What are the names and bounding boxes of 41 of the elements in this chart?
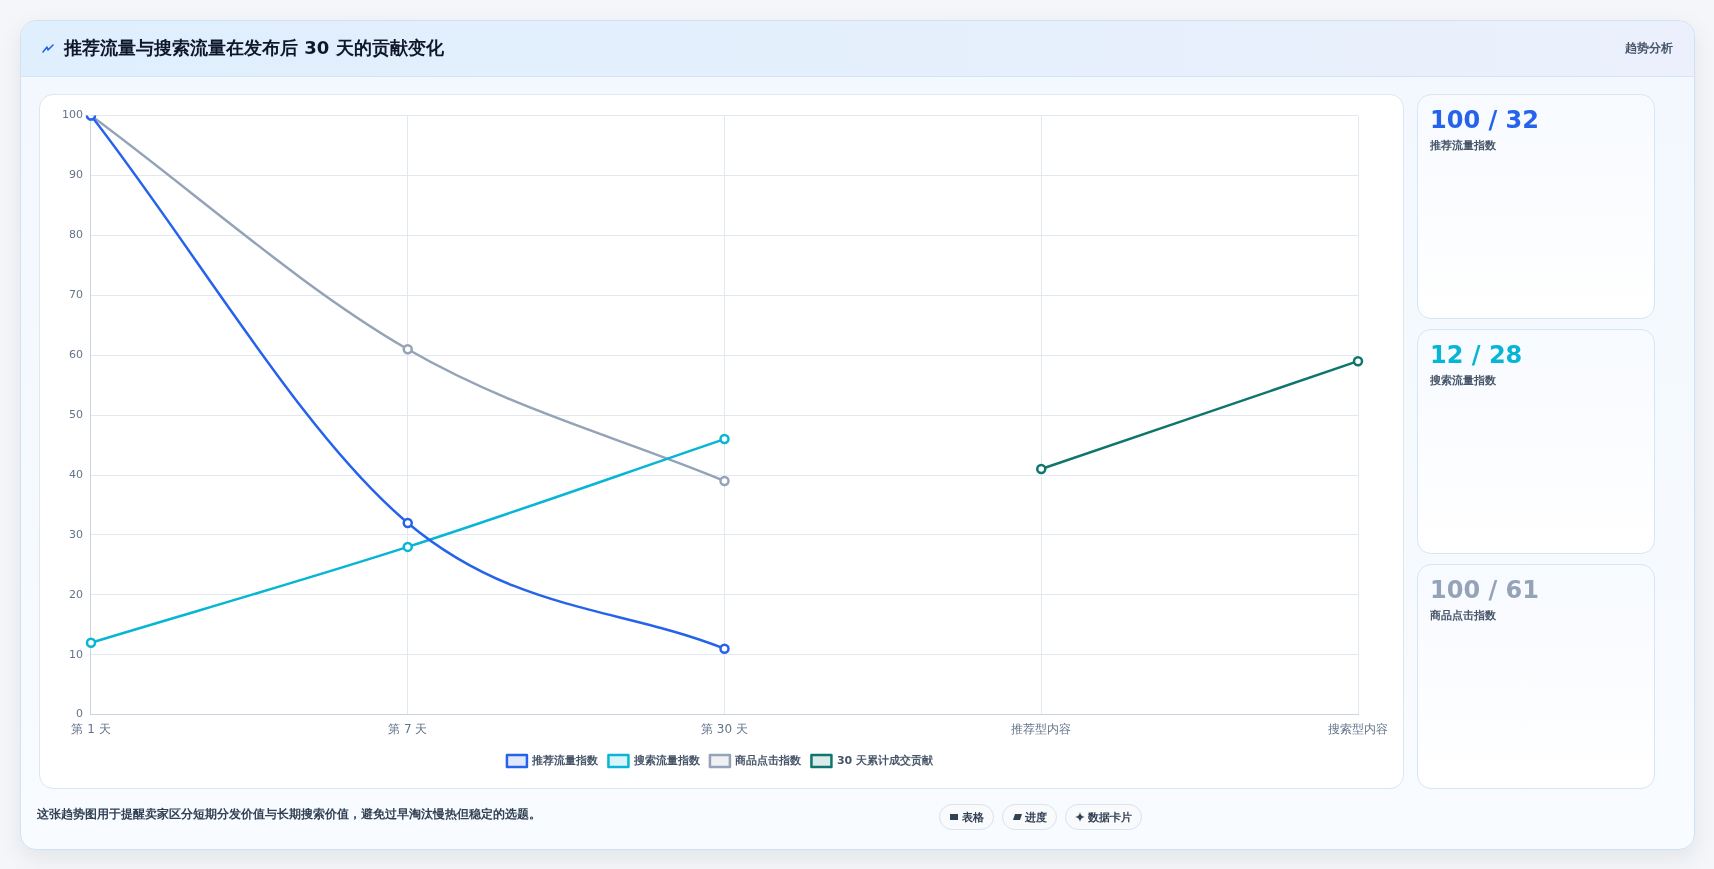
point <box>402 541 413 553</box>
text: 趋势分析 <box>1625 40 1673 57</box>
x-tick-label: 推荐型内容 <box>1011 721 1072 736</box>
x-tick-label: 第 30 天 <box>701 721 748 736</box>
text: 100 / 32 <box>1430 105 1539 135</box>
y-tick-label: 100 <box>62 108 83 122</box>
text: 商品点击指数 <box>1430 608 1496 624</box>
point <box>1036 463 1047 475</box>
point <box>719 433 730 445</box>
y-tick-label: 80 <box>69 228 83 242</box>
point <box>402 517 413 529</box>
point <box>1352 355 1364 367</box>
pill-button: 数据卡片 <box>1065 804 1142 830</box>
point <box>85 637 97 648</box>
legend-label: 商品点击指数 <box>734 753 803 767</box>
point <box>402 343 413 355</box>
y-tick-label: 50 <box>69 407 83 421</box>
y-tick-label: 0 <box>76 707 83 721</box>
x-tick-label: 第 1 天 <box>71 721 111 736</box>
text: 搜索流量指数 <box>1430 373 1496 389</box>
x-tick-label: 第 7 天 <box>388 721 428 736</box>
y-tick-label: 30 <box>69 527 83 541</box>
y-tick-label: 20 <box>69 587 83 601</box>
y-tick-label: 40 <box>69 467 83 481</box>
pill-button: 进度 <box>1002 804 1057 830</box>
y-tick-label: 10 <box>69 647 83 661</box>
y-tick-label: 70 <box>69 288 83 302</box>
legend-label: 搜索流量指数 <box>632 753 701 767</box>
legend-label: 30 天累计成交贡献 <box>836 753 935 767</box>
point <box>719 643 730 654</box>
text: 这张趋势图用于提醒卖家区分短期分发价值与长期搜索价值，避免过早淘汰慢热但稳定的选题。 <box>37 806 541 823</box>
text: 100 / 61 <box>1430 575 1539 605</box>
y-tick-label: 60 <box>69 348 83 362</box>
chart-title: 推荐流量与搜索流量在发布后 30 天的贡献变化 <box>64 36 444 60</box>
x-tick-label: 搜索型内容 <box>1328 721 1388 736</box>
text: 12 / 28 <box>1430 340 1523 370</box>
pill-button: 表格 <box>939 804 994 830</box>
point <box>719 475 730 487</box>
legend-label: 推荐流量指数 <box>531 753 600 767</box>
y-tick-label: 90 <box>69 168 83 182</box>
text: 推荐流量指数 <box>1430 138 1496 154</box>
